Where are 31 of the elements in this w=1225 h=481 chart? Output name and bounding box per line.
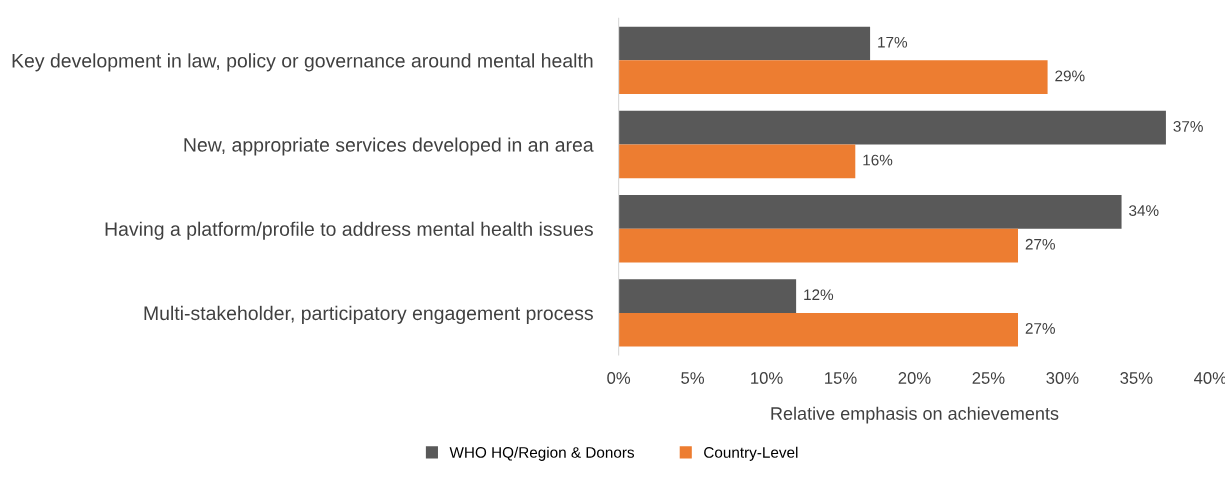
data-label: 16%: [863, 154, 893, 166]
x-tick-label: 25%: [972, 372, 1005, 384]
y-tick-label: Having a platform/profile to address mental health issues: [105, 221, 593, 240]
x-axis-title: Relative emphasis on achievements: [771, 406, 1059, 424]
data-label: 27%: [1025, 238, 1055, 250]
data-label: 12%: [804, 289, 834, 301]
x-tick-label: 35%: [1120, 372, 1153, 384]
x-tick-label: 0%: [607, 372, 631, 384]
data-label: 34%: [1129, 205, 1159, 216]
x-tick-label: 20%: [898, 372, 931, 384]
bar: [618, 144, 856, 179]
legend-label: Country-Level: [704, 446, 798, 461]
x-tick-label: 10%: [751, 372, 783, 384]
data-label: 37%: [1173, 120, 1203, 132]
data-label: 27%: [1025, 323, 1055, 334]
bar: [618, 110, 1166, 145]
x-tick-label: 15%: [825, 372, 857, 384]
bar: [618, 228, 1019, 263]
bar: [618, 279, 797, 313]
bar: [618, 26, 871, 61]
y-tick-label: Key development in law, policy or governance around mental health: [12, 53, 593, 72]
x-tick-label: 5%: [681, 372, 705, 384]
bar: [618, 60, 1048, 95]
x-tick-label: 30%: [1046, 372, 1079, 384]
legend-label: WHO HQ/Region & Donors: [449, 446, 635, 461]
data-label: 29%: [1055, 70, 1085, 82]
y-tick-label: Multi-stakeholder, participatory engagement process: [144, 305, 593, 324]
bar: [618, 195, 1122, 229]
y-tick-label: New, appropriate services developed in an area: [184, 137, 594, 156]
bar: [618, 312, 1019, 347]
data-label: 17%: [878, 36, 908, 48]
